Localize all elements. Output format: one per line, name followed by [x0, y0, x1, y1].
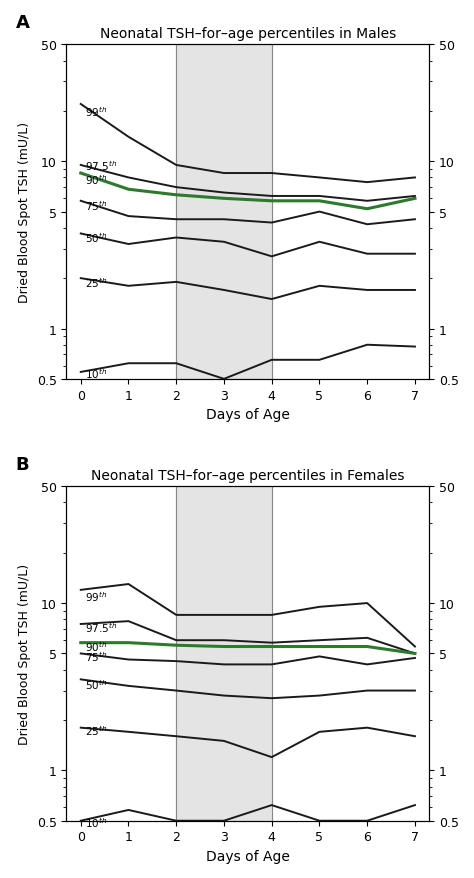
Text: 90$^{th}$: 90$^{th}$: [84, 173, 107, 187]
Y-axis label: Dried Blood Spot TSH (mU/L): Dried Blood Spot TSH (mU/L): [18, 564, 31, 745]
Text: 97.5$^{th}$: 97.5$^{th}$: [84, 621, 117, 634]
Text: 90$^{th}$: 90$^{th}$: [84, 640, 107, 654]
Text: 50$^{th}$: 50$^{th}$: [84, 231, 107, 245]
Text: 50$^{th}$: 50$^{th}$: [84, 677, 107, 691]
Text: 25$^{th}$: 25$^{th}$: [84, 723, 107, 737]
X-axis label: Days of Age: Days of Age: [206, 407, 290, 421]
Text: 10$^{th}$: 10$^{th}$: [84, 367, 107, 381]
Y-axis label: Dried Blood Spot TSH (mU/L): Dried Blood Spot TSH (mU/L): [18, 122, 31, 303]
Text: 10$^{th}$: 10$^{th}$: [84, 816, 107, 829]
Text: 75$^{th}$: 75$^{th}$: [84, 650, 107, 664]
Text: 75$^{th}$: 75$^{th}$: [84, 198, 107, 212]
Text: 99$^{th}$: 99$^{th}$: [84, 104, 107, 119]
Text: 99$^{th}$: 99$^{th}$: [84, 590, 107, 603]
Bar: [176, 46, 272, 379]
Bar: [176, 486, 272, 821]
Title: Neonatal TSH–for–age percentiles in Females: Neonatal TSH–for–age percentiles in Fema…: [91, 469, 405, 483]
Text: 25$^{th}$: 25$^{th}$: [84, 276, 107, 290]
Title: Neonatal TSH–for–age percentiles in Males: Neonatal TSH–for–age percentiles in Male…: [100, 27, 396, 41]
Text: A: A: [16, 14, 29, 32]
Text: 97.5$^{th}$: 97.5$^{th}$: [84, 159, 117, 173]
X-axis label: Days of Age: Days of Age: [206, 849, 290, 863]
Text: B: B: [16, 456, 29, 473]
